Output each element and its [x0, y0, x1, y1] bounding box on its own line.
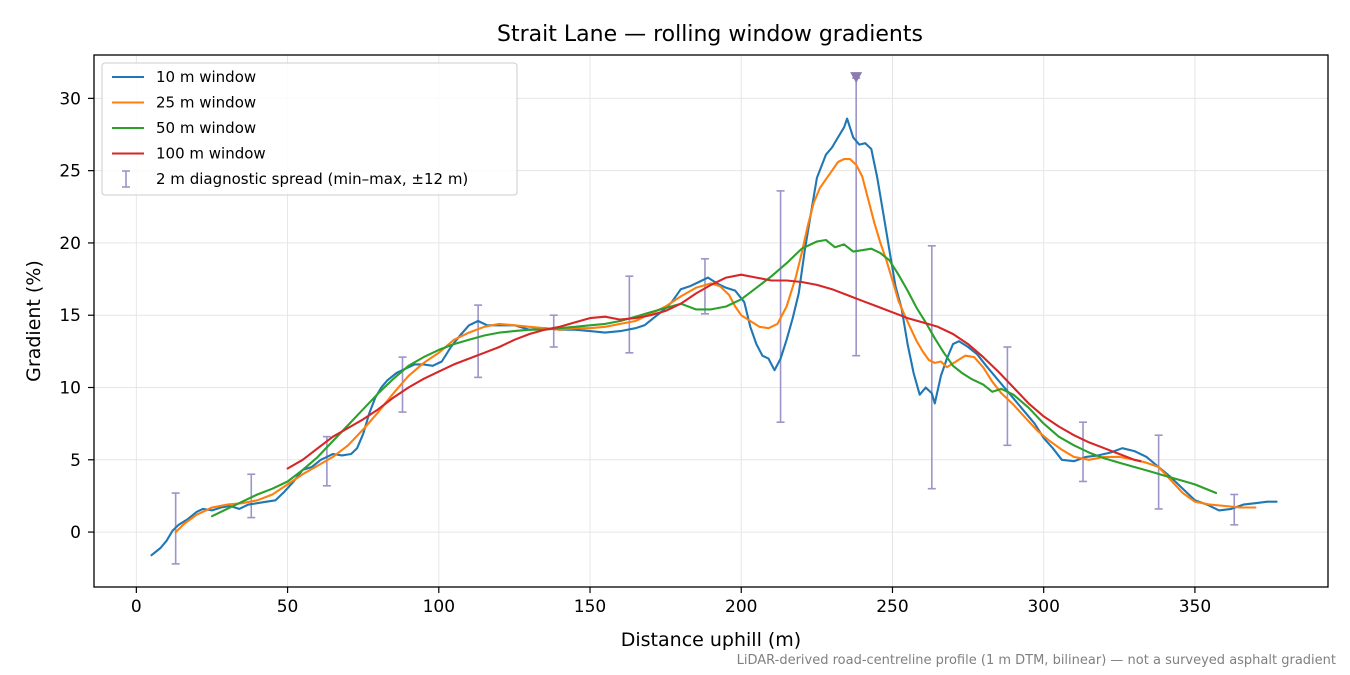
spread-bar: [625, 275, 634, 354]
legend-entry: 10 m window: [112, 68, 256, 86]
legend-label: 2 m diagnostic spread (min–max, ±12 m): [156, 170, 468, 188]
spread-bar: [474, 304, 483, 379]
spread-bar: [1003, 346, 1012, 447]
spread-bar: [1230, 493, 1239, 526]
legend-label: 10 m window: [156, 68, 256, 86]
spread-bar: [776, 190, 785, 423]
legend-entry: 50 m window: [112, 119, 256, 137]
x-tick-label: 350: [1179, 597, 1211, 617]
footnote: LiDAR-derived road-centreline profile (1…: [737, 653, 1336, 668]
legend-label: 100 m window: [156, 145, 266, 163]
y-tick-label: 15: [59, 306, 81, 326]
legend-label: 25 m window: [156, 94, 256, 112]
diagnostic-spread: [171, 72, 1239, 565]
y-tick-label: 10: [59, 379, 81, 399]
x-tick-label: 50: [277, 597, 299, 617]
series-line: [150, 117, 1278, 557]
x-tick-label: 100: [423, 597, 455, 617]
spread-bar: [247, 473, 256, 519]
spread-bar: [927, 245, 936, 490]
series-line: [174, 158, 1257, 534]
series-line: [286, 273, 1142, 470]
plot-frame: [93, 54, 1329, 588]
y-tick-label: 30: [59, 89, 81, 109]
y-tick-label: 20: [59, 234, 81, 254]
y-tick-label: 5: [70, 451, 81, 471]
spread-bar: [1079, 421, 1088, 483]
x-tick-label: 200: [725, 597, 757, 617]
x-tick-label: 0: [131, 597, 142, 617]
axis-ticks: 0 50 100 150 200 250 300 350 0 5 10 15 20 25 30: [59, 89, 1211, 617]
series-lines: [150, 117, 1278, 557]
legend-swatch: [122, 170, 130, 188]
chart-title: Strait Lane — rolling window gradients: [497, 22, 923, 47]
legend-entry: 2 m diagnostic spread (min–max, ±12 m): [122, 170, 468, 188]
y-tick-label: 25: [59, 162, 81, 182]
spread-bar: [549, 314, 558, 348]
x-tick-label: 150: [574, 597, 606, 617]
legend-entry: 100 m window: [112, 145, 266, 163]
x-tick-label: 300: [1027, 597, 1059, 617]
legend-label: 50 m window: [156, 119, 256, 137]
legend-box: [101, 62, 518, 196]
legend-entry: 25 m window: [112, 94, 256, 112]
x-tick-label: 250: [876, 597, 908, 617]
spread-bar: [398, 356, 407, 413]
spread-bar: [1154, 434, 1163, 510]
legend: 10 m window 25 m window 50 m window 100 m w…: [101, 62, 518, 196]
y-tick-label: 0: [70, 523, 81, 543]
spread-bar: [700, 258, 709, 315]
clipped-marker-icon: [850, 72, 863, 84]
series-line: [210, 238, 1218, 518]
x-axis-label: Distance uphill (m): [621, 629, 801, 651]
spread-bar: [852, 77, 861, 357]
y-axis-label: Gradient (%): [23, 260, 45, 382]
